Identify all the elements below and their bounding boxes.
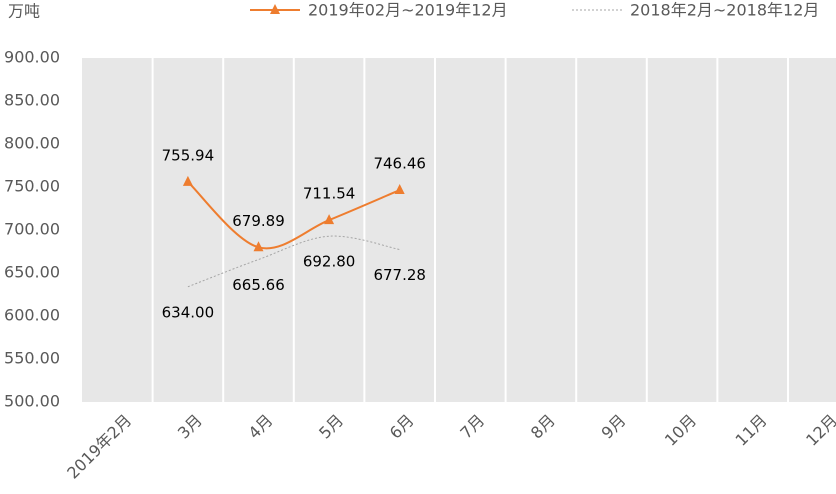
x-tick-label: 7月 bbox=[456, 411, 488, 443]
x-tick-label: 8月 bbox=[527, 411, 559, 443]
data-label: 665.66 bbox=[232, 276, 285, 294]
marker bbox=[182, 175, 193, 186]
data-label: 711.54 bbox=[303, 185, 356, 203]
plot-area bbox=[82, 58, 836, 402]
legend-label: 2018年2月~2018年12月 bbox=[630, 1, 819, 20]
data-label: 755.94 bbox=[162, 146, 215, 164]
x-tick-label: 2019年2月 bbox=[63, 411, 135, 483]
y-tick-label: 900.00 bbox=[4, 48, 60, 67]
y-tick-label: 700.00 bbox=[4, 220, 60, 239]
marker bbox=[324, 214, 335, 225]
legend-marker bbox=[270, 4, 280, 14]
x-tick-label: 3月 bbox=[174, 411, 206, 443]
y-axis-unit: 万吨 bbox=[8, 2, 40, 21]
x-tick-label: 6月 bbox=[386, 411, 418, 443]
data-label: 679.89 bbox=[232, 212, 285, 230]
data-label: 677.28 bbox=[373, 266, 426, 284]
legend-label: 2019年02月~2019年12月 bbox=[308, 1, 508, 20]
y-tick-label: 500.00 bbox=[4, 392, 60, 411]
data-label: 746.46 bbox=[373, 155, 426, 173]
y-tick-label: 800.00 bbox=[4, 134, 60, 153]
y-tick-label: 850.00 bbox=[4, 91, 60, 110]
y-tick-label: 600.00 bbox=[4, 306, 60, 325]
marker bbox=[253, 241, 264, 252]
x-tick-label: 9月 bbox=[598, 411, 630, 443]
y-tick-label: 650.00 bbox=[4, 263, 60, 282]
y-tick-label: 750.00 bbox=[4, 177, 60, 196]
x-tick-label: 10月 bbox=[661, 411, 700, 450]
series-line bbox=[187, 235, 400, 288]
x-tick-label: 12月 bbox=[802, 411, 836, 450]
x-tick-label: 11月 bbox=[732, 411, 771, 450]
data-label: 692.80 bbox=[303, 253, 356, 271]
series-line bbox=[187, 181, 401, 250]
x-tick-label: 4月 bbox=[245, 411, 277, 443]
data-label: 634.00 bbox=[162, 303, 215, 321]
marker bbox=[394, 184, 405, 195]
x-tick-label: 5月 bbox=[315, 411, 347, 443]
y-tick-label: 550.00 bbox=[4, 349, 60, 368]
